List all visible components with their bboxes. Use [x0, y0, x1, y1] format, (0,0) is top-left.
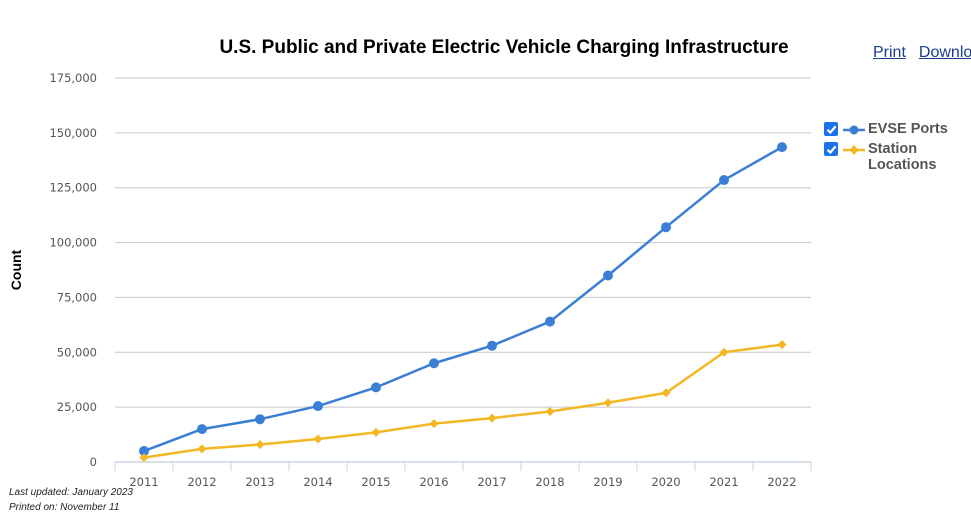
- x-axis: 2011 2012 2013 2014 2015 2016 2017 2018 2019 2020…: [114, 461, 812, 489]
- legend-line-diamond-icon: [843, 145, 865, 155]
- data-point[interactable]: [139, 453, 149, 463]
- y-tick-label: 25,000: [57, 400, 97, 414]
- gridlines: [115, 77, 811, 463]
- last-updated-note: Last updated: January 2023: [9, 487, 133, 498]
- check-icon: [826, 125, 836, 134]
- x-tick-label: 2012: [187, 475, 216, 489]
- download-link[interactable]: Download: [918, 44, 971, 61]
- data-point[interactable]: [545, 316, 555, 327]
- y-axis-ticks: 0 25,000 50,000 75,000 100,000 125,000 150,000…: [49, 71, 97, 469]
- data-point[interactable]: [719, 175, 729, 186]
- print-link[interactable]: Print: [873, 44, 906, 61]
- data-point[interactable]: [429, 419, 439, 429]
- x-tick-label: 2018: [535, 475, 564, 489]
- data-point[interactable]: [603, 398, 613, 408]
- chart-title: U.S. Public and Private Electric Vehicle…: [219, 37, 788, 58]
- x-tick-label: 2015: [361, 475, 390, 489]
- data-point[interactable]: [371, 427, 381, 437]
- series-line: [143, 146, 783, 453]
- data-point[interactable]: [255, 414, 265, 425]
- x-tick-label: 2011: [129, 475, 158, 489]
- data-point[interactable]: [313, 401, 323, 412]
- data-point[interactable]: [255, 439, 265, 449]
- data-point[interactable]: [313, 434, 323, 444]
- data-point[interactable]: [603, 270, 613, 281]
- data-point[interactable]: [197, 444, 207, 454]
- x-tick-label: 2021: [709, 475, 738, 489]
- data-point[interactable]: [777, 340, 787, 350]
- series-station-locations: [139, 340, 787, 463]
- legend-label-evse-ports: EVSE Ports: [868, 121, 948, 137]
- data-point[interactable]: [429, 358, 439, 369]
- x-tick-label: 2014: [303, 475, 332, 489]
- data-point[interactable]: [661, 388, 671, 398]
- x-tick-label: 2013: [245, 475, 274, 489]
- legend-checkbox-evse-ports[interactable]: [824, 122, 838, 136]
- legend-checkbox-station-locations[interactable]: [824, 142, 838, 156]
- data-point[interactable]: [545, 407, 555, 417]
- data-point[interactable]: [777, 142, 787, 153]
- data-point[interactable]: [661, 222, 671, 233]
- data-point[interactable]: [139, 446, 149, 457]
- y-axis-label: Count: [8, 249, 24, 290]
- x-tick-label: 2019: [593, 475, 622, 489]
- header-links: Print Download: [873, 44, 971, 62]
- series-evse-ports: [139, 142, 787, 457]
- series-line: [143, 343, 783, 459]
- x-tick-label: 2017: [477, 475, 506, 489]
- data-point[interactable]: [371, 382, 381, 393]
- data-point[interactable]: [487, 340, 497, 351]
- x-tick-label: 2022: [767, 475, 796, 489]
- printed-on-note: Printed on: November 11: [9, 502, 120, 513]
- y-tick-label: 100,000: [49, 236, 97, 250]
- y-tick-label: 125,000: [49, 181, 97, 195]
- data-point[interactable]: [487, 413, 497, 423]
- x-tick-label: 2020: [651, 475, 680, 489]
- legend-item-evse-ports[interactable]: EVSE Ports: [824, 121, 958, 139]
- y-tick-label: 0: [90, 455, 97, 469]
- y-tick-label: 175,000: [49, 71, 97, 85]
- legend-line-circle-icon: [843, 125, 865, 135]
- chart-legend: EVSE Ports Station Locations: [824, 121, 958, 175]
- check-icon: [826, 145, 836, 154]
- x-tick-label: 2016: [419, 475, 448, 489]
- y-tick-label: 75,000: [57, 290, 97, 304]
- legend-label-station-locations: Station Locations: [868, 141, 937, 173]
- y-tick-label: 150,000: [49, 126, 97, 140]
- data-point[interactable]: [197, 424, 207, 435]
- data-point[interactable]: [719, 347, 729, 357]
- y-tick-label: 50,000: [57, 345, 97, 359]
- series-group: [139, 142, 787, 463]
- legend-item-station-locations[interactable]: Station Locations: [824, 141, 958, 173]
